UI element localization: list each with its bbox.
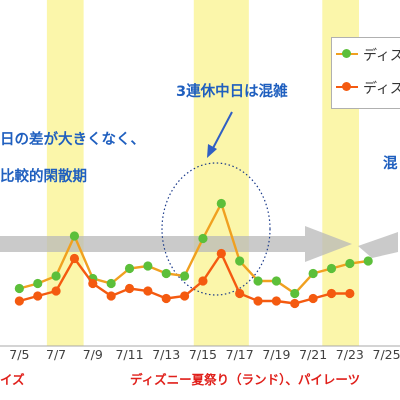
data-point [345, 288, 355, 299]
data-point [326, 288, 337, 299]
data-point [161, 293, 171, 304]
x-tick-label: 7/9 [83, 347, 103, 362]
annotation-renkyu: 3連休中日は混雑 [176, 84, 288, 100]
data-point [235, 256, 245, 266]
x-tick-label: 7/5 [9, 347, 29, 362]
annotation-bottom-left: イズ [0, 372, 25, 387]
x-tick-label: 7/21 [299, 347, 327, 362]
data-point [14, 296, 24, 306]
x-tick-label: 7/15 [189, 347, 217, 362]
annotation-right: 混 [383, 156, 398, 172]
data-point [253, 296, 263, 306]
annotation-line2: 比較的閑散期 [0, 169, 87, 185]
data-point [180, 271, 190, 281]
data-point [198, 276, 208, 286]
data-point [14, 283, 24, 294]
data-point [69, 231, 80, 241]
legend-marker-dot [342, 82, 351, 91]
annotation-line1: 日の差が大きくなく、 [0, 132, 145, 148]
data-point [143, 261, 153, 271]
annotation-bottom-event: ディズニー夏祭り（ランド）、パイレーツ [130, 372, 361, 387]
data-point [290, 298, 300, 309]
data-point [308, 268, 318, 279]
data-point [271, 276, 281, 286]
legend-marker-dot [342, 49, 351, 58]
legend-label: ディズ [363, 81, 400, 97]
data-point [143, 286, 153, 296]
trend-arrow [0, 226, 352, 262]
legend: ディズ ディズ [331, 37, 400, 109]
x-tick-label: 7/19 [262, 347, 290, 362]
x-tick-label: 7/23 [336, 347, 364, 362]
data-point [326, 263, 337, 274]
data-point [198, 233, 208, 244]
data-point [271, 296, 281, 306]
x-tick-label: 7/11 [115, 347, 143, 362]
x-tick-label: 7/13 [152, 347, 180, 362]
annotation-arrow [207, 111, 233, 158]
data-point [216, 198, 226, 209]
data-point [180, 291, 190, 301]
data-point [290, 288, 300, 299]
x-tick-label: 7/7 [46, 347, 66, 362]
data-point [106, 278, 116, 289]
data-point [106, 291, 116, 301]
legend-label: ディズ [363, 48, 400, 64]
data-point [51, 286, 61, 296]
data-point [33, 278, 43, 289]
data-point [216, 248, 226, 259]
trend-arrow-right [358, 232, 398, 258]
data-point [363, 256, 373, 266]
data-point [345, 258, 355, 269]
data-point [88, 278, 98, 289]
data-point [161, 268, 171, 279]
highlight-ellipse [161, 162, 271, 296]
data-point [69, 253, 80, 264]
data-point [51, 271, 61, 281]
data-point [124, 263, 135, 274]
data-point [253, 276, 263, 286]
x-tick-label: 7/25 [373, 347, 400, 362]
data-point [235, 288, 245, 299]
data-point [308, 293, 318, 304]
data-point [124, 283, 135, 294]
data-point [33, 291, 43, 301]
x-tick-label: 7/17 [226, 347, 254, 362]
